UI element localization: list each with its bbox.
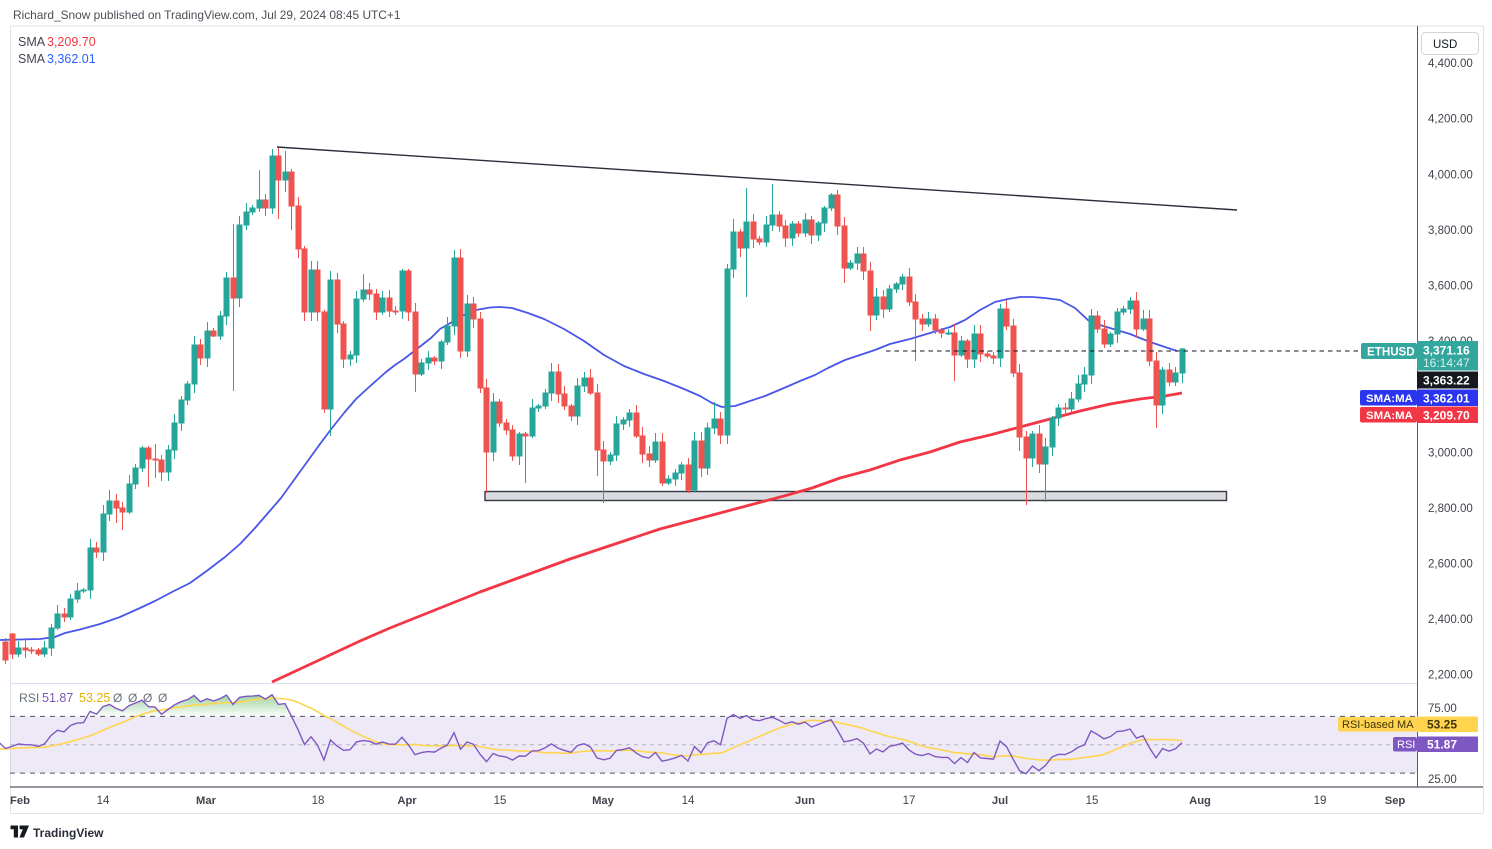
svg-text:75.00: 75.00 [1428, 703, 1457, 715]
svg-text:Apr: Apr [397, 795, 417, 807]
svg-text:3,363.22: 3,363.22 [1423, 374, 1470, 388]
svg-text:25.00: 25.00 [1428, 774, 1457, 786]
svg-text:51.87: 51.87 [42, 691, 73, 705]
svg-text:Jul: Jul [992, 795, 1008, 807]
svg-text:3,600.00: 3,600.00 [1428, 281, 1473, 293]
svg-text:3,209.70: 3,209.70 [47, 35, 96, 49]
svg-text:USD: USD [1433, 39, 1457, 51]
svg-text:Ø: Ø [128, 691, 137, 705]
svg-text:2,200.00: 2,200.00 [1428, 670, 1473, 682]
svg-text:53.25: 53.25 [79, 691, 110, 705]
svg-text:SMA:MA: SMA:MA [1366, 410, 1413, 422]
svg-text:3,209.70: 3,209.70 [1423, 409, 1470, 423]
svg-text:3,800.00: 3,800.00 [1428, 225, 1473, 237]
svg-text:2,800.00: 2,800.00 [1428, 503, 1473, 515]
svg-text:Sep: Sep [1385, 795, 1406, 807]
svg-text:Jun: Jun [795, 795, 815, 807]
svg-text:14: 14 [682, 795, 695, 807]
svg-text:2,600.00: 2,600.00 [1428, 559, 1473, 571]
svg-text:17: 17 [903, 795, 916, 807]
svg-text:May: May [592, 795, 615, 807]
svg-text:15: 15 [1086, 795, 1099, 807]
svg-text:Ø: Ø [143, 691, 152, 705]
svg-text:RSI: RSI [1397, 739, 1415, 751]
svg-text:4,400.00: 4,400.00 [1428, 58, 1473, 70]
svg-text:SMA: SMA [18, 52, 46, 66]
svg-text:ETHUSD: ETHUSD [1367, 346, 1415, 359]
svg-text:3,000.00: 3,000.00 [1428, 447, 1473, 459]
svg-text:51.87: 51.87 [1427, 738, 1457, 752]
svg-text:53.25: 53.25 [1427, 718, 1457, 732]
svg-text:3,362.01: 3,362.01 [47, 52, 96, 66]
svg-text:2,400.00: 2,400.00 [1428, 614, 1473, 626]
svg-text:16:14:47: 16:14:47 [1423, 356, 1470, 370]
svg-text:19: 19 [1314, 795, 1327, 807]
svg-text:Richard_Snow published on Trad: Richard_Snow published on TradingView.co… [13, 8, 401, 22]
svg-text:Feb: Feb [10, 795, 30, 807]
svg-text:RSI-based MA: RSI-based MA [1342, 719, 1414, 731]
svg-text:Aug: Aug [1189, 795, 1211, 807]
svg-text:SMA: SMA [18, 35, 46, 49]
svg-text:15: 15 [494, 795, 507, 807]
svg-text:Ø: Ø [113, 691, 122, 705]
svg-text:3,371.16: 3,371.16 [1423, 344, 1470, 358]
svg-text:3,362.01: 3,362.01 [1423, 392, 1470, 406]
svg-text:Ø: Ø [158, 691, 167, 705]
svg-text:SMA:MA: SMA:MA [1366, 393, 1413, 405]
svg-text:4,200.00: 4,200.00 [1428, 114, 1473, 126]
svg-text:14: 14 [97, 795, 110, 807]
svg-text:TradingView: TradingView [33, 826, 104, 840]
svg-text:RSI: RSI [19, 691, 39, 705]
svg-text:Mar: Mar [196, 795, 217, 807]
svg-text:4,000.00: 4,000.00 [1428, 169, 1473, 181]
svg-text:18: 18 [312, 795, 325, 807]
